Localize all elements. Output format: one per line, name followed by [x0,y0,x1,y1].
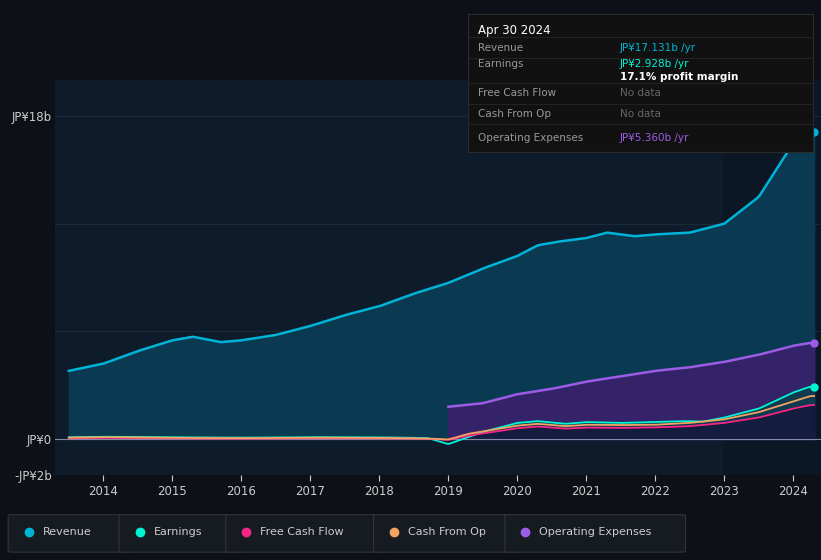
Bar [724,80,821,475]
Text: 17.1% profit margin: 17.1% profit margin [620,72,738,82]
Text: Apr 30 2024: Apr 30 2024 [479,24,551,36]
Text: No data: No data [620,88,661,99]
FancyBboxPatch shape [505,515,686,552]
Text: JP¥5.360b /yr: JP¥5.360b /yr [620,133,689,143]
Text: No data: No data [620,109,661,119]
Text: Free Cash Flow: Free Cash Flow [260,527,344,537]
Text: Revenue: Revenue [479,43,524,53]
Text: Free Cash Flow: Free Cash Flow [479,88,557,99]
FancyBboxPatch shape [119,515,242,552]
FancyBboxPatch shape [8,515,131,552]
Text: JP¥2.928b /yr: JP¥2.928b /yr [620,59,690,69]
Text: Cash From Op: Cash From Op [408,527,486,537]
Text: Earnings: Earnings [154,527,202,537]
Text: Operating Expenses: Operating Expenses [539,527,652,537]
Text: JP¥17.131b /yr: JP¥17.131b /yr [620,43,696,53]
FancyBboxPatch shape [374,515,517,552]
FancyBboxPatch shape [226,515,386,552]
Text: Operating Expenses: Operating Expenses [479,133,584,143]
Text: Earnings: Earnings [479,59,524,69]
Text: Cash From Op: Cash From Op [479,109,552,119]
Text: Revenue: Revenue [43,527,91,537]
